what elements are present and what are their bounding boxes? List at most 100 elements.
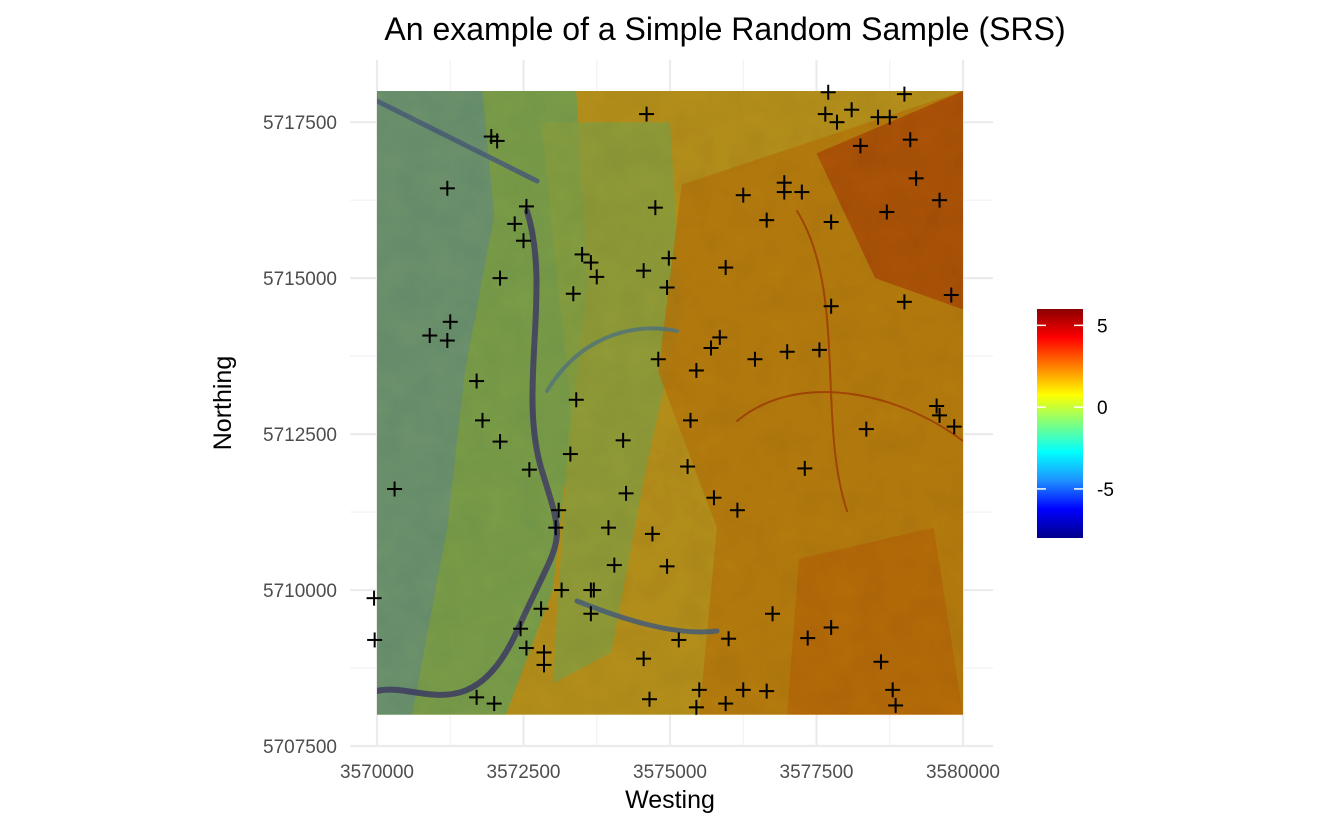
sample-point	[844, 102, 860, 118]
raster-texture	[377, 91, 963, 715]
sample-point	[469, 689, 485, 705]
sample-point	[568, 392, 584, 408]
x-axis: 3570000 3572500 3575000 3577500 3580000	[340, 762, 1000, 783]
sample-point	[688, 699, 704, 715]
sample-point	[600, 520, 616, 536]
sample-point	[562, 446, 578, 462]
sample-point	[888, 697, 904, 713]
sample-point	[729, 502, 745, 518]
sample-point	[583, 606, 599, 622]
sample-point	[492, 270, 508, 286]
sample-point	[703, 340, 719, 356]
legend-ticks: 5 0 -5	[1037, 316, 1114, 501]
sample-point	[474, 412, 490, 428]
sample-point	[718, 260, 734, 276]
sample-point	[747, 351, 763, 367]
sample-point	[639, 106, 655, 122]
sample-point	[908, 170, 924, 186]
sample-point	[486, 696, 502, 712]
sample-point	[574, 246, 590, 262]
sample-point	[712, 329, 728, 345]
sample-point	[439, 333, 455, 349]
color-legend: 5 0 -5	[1037, 309, 1114, 538]
sample-point	[536, 657, 552, 673]
legend-tick-label: -5	[1097, 480, 1114, 501]
terrain-raster	[377, 91, 963, 715]
legend-color-bar	[1037, 309, 1083, 538]
sample-point	[873, 654, 889, 670]
sample-point	[721, 631, 737, 647]
sample-point	[823, 298, 839, 314]
sample-point	[759, 212, 775, 228]
sample-point	[636, 651, 652, 667]
sample-point	[896, 294, 912, 310]
sample-point	[882, 109, 898, 125]
sample-point	[533, 601, 549, 617]
sample-point	[759, 683, 775, 699]
sample-point	[683, 412, 699, 428]
sample-point	[817, 106, 833, 122]
sample-point	[680, 459, 696, 475]
sample-point	[551, 502, 567, 518]
x-tick-label: 3580000	[926, 762, 1000, 783]
sample-point	[659, 280, 675, 295]
sample-point	[661, 250, 677, 266]
sample-point	[691, 682, 707, 698]
sample-point	[548, 520, 564, 536]
y-tick-label: 5717500	[263, 113, 337, 134]
sample-point	[902, 132, 918, 148]
legend-tick-label: 0	[1097, 398, 1108, 419]
sample-point	[929, 398, 945, 414]
y-tick-label: 5712500	[263, 425, 337, 446]
sample-point	[606, 557, 622, 573]
sample-point	[589, 269, 605, 285]
x-tick-label: 3577500	[780, 762, 854, 783]
sample-point	[946, 419, 962, 435]
sample-point	[794, 184, 810, 200]
y-axis: 5707500 5710000 5712500 5715000 5717500	[263, 113, 337, 758]
sample-points	[366, 84, 962, 715]
x-axis-title: Westing	[625, 786, 715, 814]
sample-point	[583, 255, 599, 271]
sample-point	[797, 460, 813, 476]
x-tick-label: 3570000	[340, 762, 414, 783]
sample-point	[507, 216, 523, 232]
sample-point	[852, 138, 868, 154]
sample-point	[718, 696, 734, 712]
sample-point	[615, 432, 631, 448]
x-tick-label: 3572500	[487, 762, 561, 783]
sample-point	[706, 490, 722, 506]
sample-point	[387, 481, 403, 497]
sample-point	[586, 582, 602, 598]
sample-point	[779, 344, 795, 360]
y-tick-label: 5715000	[263, 269, 337, 290]
sample-point	[879, 204, 895, 220]
sample-point	[521, 462, 537, 478]
sample-point	[439, 180, 455, 196]
y-tick-label: 5710000	[263, 581, 337, 602]
sample-point	[469, 373, 485, 389]
sample-point	[492, 434, 508, 450]
sample-point	[518, 640, 534, 656]
sample-point	[932, 192, 948, 208]
sample-point	[829, 114, 845, 130]
sample-point	[735, 682, 751, 698]
sample-point	[820, 84, 836, 100]
y-tick-label: 5707500	[263, 737, 337, 758]
sample-point	[671, 632, 687, 648]
sample-point	[943, 287, 959, 303]
sample-point	[636, 263, 652, 279]
sample-point	[513, 621, 529, 637]
sample-point	[932, 407, 948, 423]
sample-point	[858, 421, 874, 437]
sample-point	[650, 351, 666, 367]
sample-point	[823, 619, 839, 635]
sample-point	[896, 86, 912, 102]
sample-point	[688, 362, 704, 378]
sample-point	[518, 198, 534, 214]
sample-point	[367, 632, 383, 648]
sample-point	[489, 133, 505, 149]
sample-point	[823, 214, 839, 230]
sample-point	[885, 682, 901, 698]
